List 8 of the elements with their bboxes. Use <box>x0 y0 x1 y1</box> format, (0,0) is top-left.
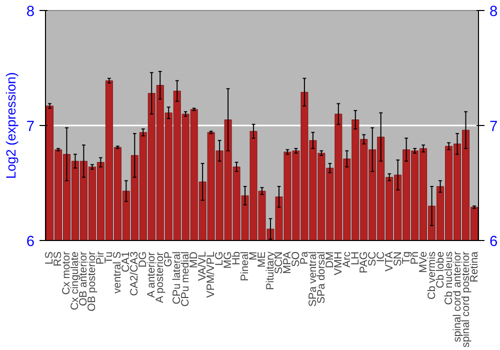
y2-tick-label: 7 <box>490 119 498 135</box>
y-axis-title: Log2 (expression) <box>3 72 18 179</box>
y-tick-label: 8 <box>26 4 35 20</box>
y2-tick-label: 6 <box>490 234 498 250</box>
y2-tick-label: 8 <box>490 4 498 20</box>
y-tick-label: 7 <box>26 119 35 135</box>
x-tick-label: Tg <box>400 251 412 264</box>
y-tick-label: 6 <box>26 234 35 250</box>
